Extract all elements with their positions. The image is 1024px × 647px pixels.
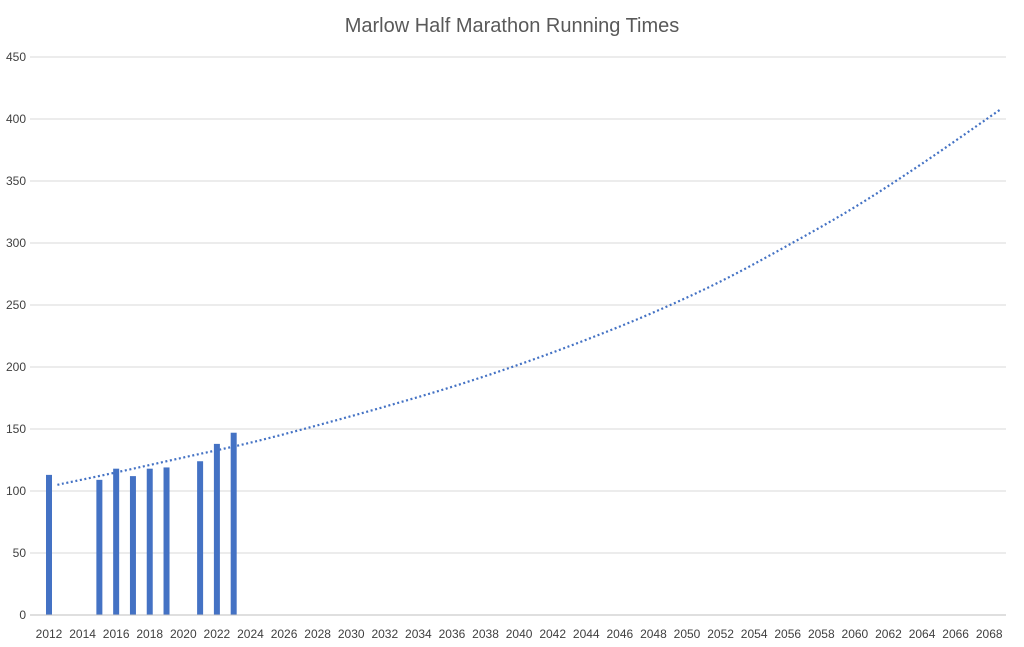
trendline: [57, 108, 1002, 486]
bar: [129, 476, 136, 615]
bar: [213, 443, 220, 615]
x-tick-label: 2068: [976, 627, 1003, 641]
bar: [113, 468, 120, 615]
bar: [46, 474, 52, 615]
x-tick-label: 2018: [136, 627, 163, 641]
x-tick-label: 2062: [875, 627, 902, 641]
y-tick-label: 350: [6, 174, 26, 188]
x-tick-label: 2022: [204, 627, 231, 641]
x-tick-label: 2054: [741, 627, 768, 641]
y-tick-label: 200: [6, 360, 26, 374]
x-tick-label: 2026: [271, 627, 298, 641]
x-tick-label: 2020: [170, 627, 197, 641]
x-tick-label: 2032: [371, 627, 398, 641]
bar: [96, 479, 103, 615]
y-tick-label: 0: [19, 608, 26, 622]
bar: [146, 468, 153, 615]
y-tick-label: 300: [6, 236, 26, 250]
x-tick-label: 2048: [640, 627, 667, 641]
bar: [230, 432, 237, 615]
gridlines: [30, 56, 1006, 554]
y-tick-label: 450: [6, 50, 26, 64]
y-axis-ticks: 0 50 100 150 200 250 300 350 400 450: [6, 50, 26, 622]
y-tick-label: 400: [6, 112, 26, 126]
x-tick-label: 2042: [539, 627, 566, 641]
x-tick-label: 2052: [707, 627, 734, 641]
chart-title: Marlow Half Marathon Running Times: [345, 15, 680, 37]
x-tick-label: 2016: [103, 627, 130, 641]
x-tick-label: 2040: [506, 627, 533, 641]
x-tick-label: 2056: [774, 627, 801, 641]
y-tick-label: 150: [6, 422, 26, 436]
bar-series: [46, 432, 237, 615]
y-tick-label: 50: [13, 546, 27, 560]
x-tick-label: 2046: [606, 627, 633, 641]
x-tick-label: 2024: [237, 627, 264, 641]
x-axis-ticks: 2012 2014 2016 2018 2020 2022 2024 2026 2028 2030…: [36, 627, 1003, 641]
x-tick-label: 2050: [674, 627, 701, 641]
y-tick-label: 100: [6, 484, 26, 498]
bar: [163, 467, 170, 615]
x-tick-label: 2036: [439, 627, 466, 641]
x-tick-label: 2014: [69, 627, 96, 641]
x-tick-label: 2028: [304, 627, 331, 641]
x-tick-label: 2058: [808, 627, 835, 641]
x-tick-label: 2066: [942, 627, 969, 641]
x-tick-label: 2012: [36, 627, 63, 641]
x-tick-label: 2034: [405, 627, 432, 641]
x-tick-label: 2038: [472, 627, 499, 641]
trendline-series: [57, 108, 1002, 486]
x-tick-label: 2030: [338, 627, 365, 641]
x-tick-label: 2060: [842, 627, 869, 641]
bar: [197, 461, 204, 615]
x-tick-label: 2044: [573, 627, 600, 641]
y-tick-label: 250: [6, 298, 26, 312]
x-tick-label: 2064: [909, 627, 936, 641]
